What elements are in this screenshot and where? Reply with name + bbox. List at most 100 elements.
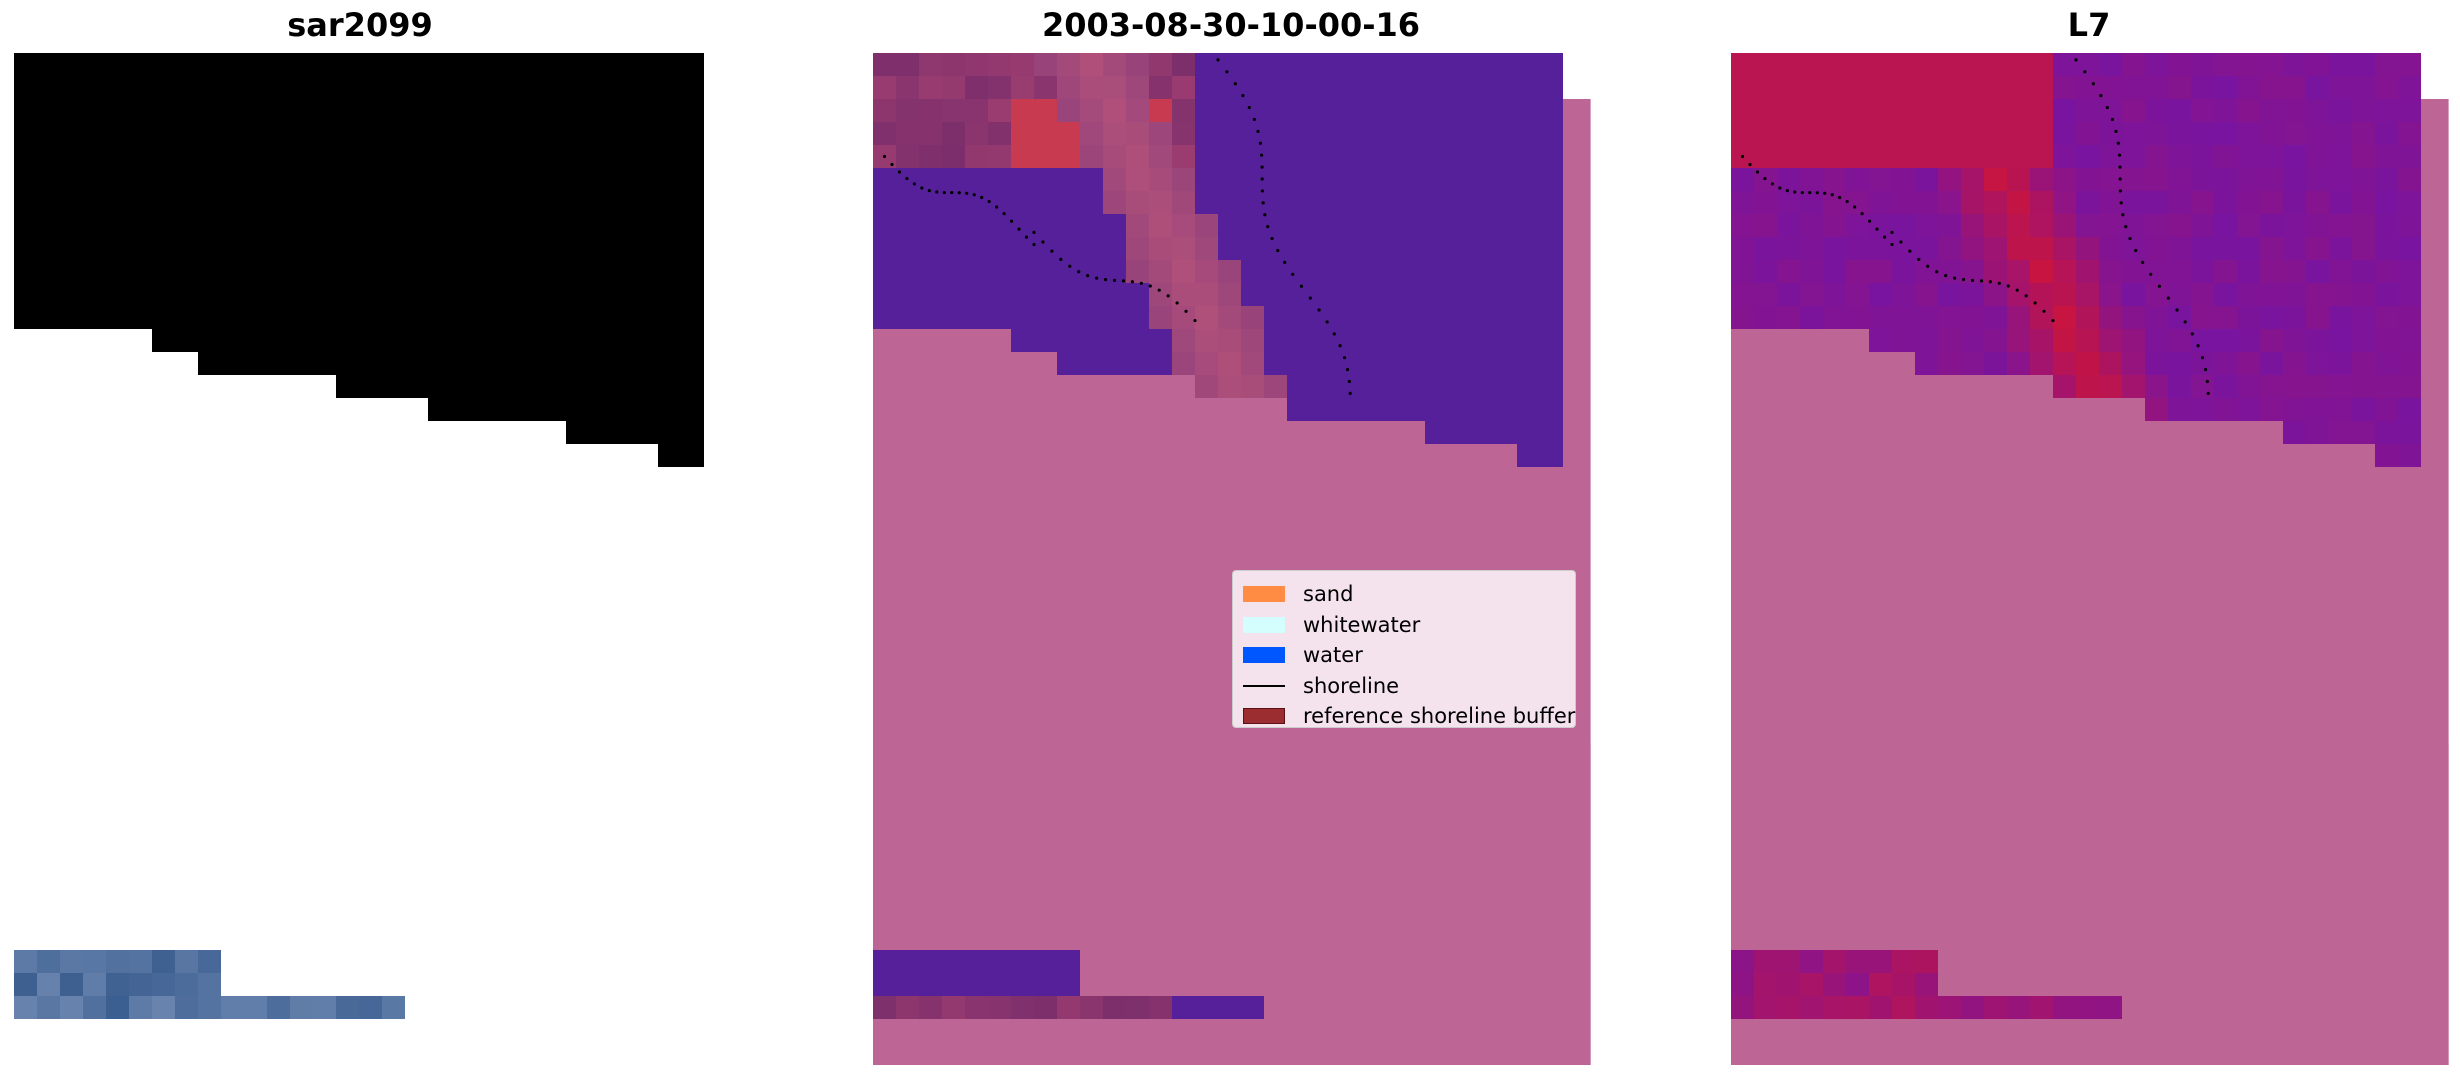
class-pixel	[1517, 444, 1540, 467]
mndwi-pixel	[2145, 283, 2168, 306]
class-pixel	[1333, 191, 1356, 214]
rgb-pixel	[175, 76, 198, 99]
class-pixel	[1149, 352, 1172, 375]
mndwi-pixel	[1984, 214, 2007, 237]
rgb-pixel	[37, 122, 60, 145]
mndwi-pixel	[2122, 375, 2145, 398]
mndwi-pixel	[2099, 237, 2122, 260]
rgb-pixel	[658, 398, 681, 421]
rgb-pixel	[405, 283, 428, 306]
mndwi-pixel	[2283, 237, 2306, 260]
mndwi-pixel	[1892, 950, 1915, 973]
mndwi-pixel	[2053, 191, 2076, 214]
mndwi-pixel	[2214, 99, 2237, 122]
class-pixel	[988, 950, 1011, 973]
class-pixel	[1402, 237, 1425, 260]
rgb-pixel	[520, 352, 543, 375]
mndwi-pixel	[2398, 260, 2421, 283]
rgb-pixel	[520, 76, 543, 99]
shoreline-point	[401, 189, 405, 193]
rgb-pixel	[635, 214, 658, 237]
shoreline-point	[1002, 212, 1006, 216]
rgb-pixel	[60, 76, 83, 99]
class-pixel	[1241, 352, 1264, 375]
rgb-pixel	[60, 237, 83, 260]
class-pixel	[1080, 191, 1103, 214]
class-pixel	[1034, 996, 1057, 1019]
rgb-pixel	[221, 260, 244, 283]
class-pixel	[1264, 99, 1287, 122]
rgb-pixel	[14, 973, 37, 996]
rgb-pixel	[290, 122, 313, 145]
class-pixel	[919, 996, 942, 1019]
rgb-pixel	[152, 996, 175, 1019]
mndwi-pixel	[2122, 306, 2145, 329]
rgb-pixel	[175, 283, 198, 306]
class-pixel	[1149, 996, 1172, 1019]
class-pixel	[919, 99, 942, 122]
rgb-pixel	[336, 329, 359, 352]
rgb-pixel	[428, 329, 451, 352]
mndwi-pixel	[2306, 306, 2329, 329]
class-pixel	[1471, 145, 1494, 168]
class-pixel	[1448, 168, 1471, 191]
rgb-pixel	[221, 237, 244, 260]
shoreline-point	[466, 320, 470, 324]
rgb-pixel	[543, 191, 566, 214]
rgb-pixel	[60, 214, 83, 237]
shoreline-point	[1961, 277, 1966, 282]
mndwi-pixel	[1961, 76, 1984, 99]
shoreline-point	[366, 70, 370, 74]
class-pixel	[1011, 53, 1034, 76]
rgb-pixel	[566, 168, 589, 191]
shoreline-point	[1252, 117, 1256, 122]
mndwi-pixel	[2398, 99, 2421, 122]
mndwi-pixel	[2122, 122, 2145, 145]
rgb-pixel	[428, 398, 451, 421]
mndwi-pixel	[2352, 421, 2375, 444]
class-pixel	[1310, 398, 1333, 421]
rgb-pixel	[520, 283, 543, 306]
shoreline-point	[1148, 284, 1152, 288]
rgb-pixel	[474, 306, 497, 329]
class-pixel	[873, 283, 896, 306]
class-pixel	[1057, 352, 1080, 375]
mndwi-pixel	[1823, 306, 1846, 329]
mndwi-pixel	[1754, 122, 1777, 145]
mndwi-pixel	[2306, 260, 2329, 283]
mndwi-pixel	[2398, 444, 2421, 467]
rgb-pixel	[543, 76, 566, 99]
rgb-pixel	[129, 53, 152, 76]
shoreline-point	[1830, 193, 1834, 197]
mndwi-pixel	[1869, 950, 1892, 973]
class-pixel	[1517, 375, 1540, 398]
shoreline-point	[1808, 191, 1812, 195]
mndwi-pixel	[1961, 53, 1984, 76]
rgb-pixel	[129, 260, 152, 283]
shoreline-point	[440, 284, 445, 288]
shoreline-point	[1032, 230, 1036, 234]
class-pixel	[1402, 398, 1425, 421]
rgb-pixel	[290, 145, 313, 168]
mndwi-pixel	[2306, 283, 2329, 306]
rgb-pixel	[359, 260, 382, 283]
mndwi-pixel	[2352, 260, 2375, 283]
class-pixel	[1517, 145, 1540, 168]
class-pixel	[1310, 283, 1333, 306]
mndwi-pixel	[1961, 260, 1984, 283]
class-pixel	[896, 973, 919, 996]
class-pixel	[1356, 306, 1379, 329]
shoreline-point	[1755, 170, 1760, 174]
mndwi-pixel	[1915, 76, 1938, 99]
class-pixel	[1333, 237, 1356, 260]
class-pixel	[1218, 352, 1241, 375]
mndwi-pixel	[1961, 191, 1984, 214]
mndwi-pixel	[2191, 99, 2214, 122]
rgb-pixel	[635, 191, 658, 214]
class-pixel	[1540, 283, 1563, 306]
rgb-pixel	[681, 168, 704, 191]
rgb-pixel	[382, 996, 405, 1019]
rgb-pixel	[681, 444, 704, 467]
rgb-pixel	[221, 352, 244, 375]
shoreline-point	[1997, 281, 2001, 285]
